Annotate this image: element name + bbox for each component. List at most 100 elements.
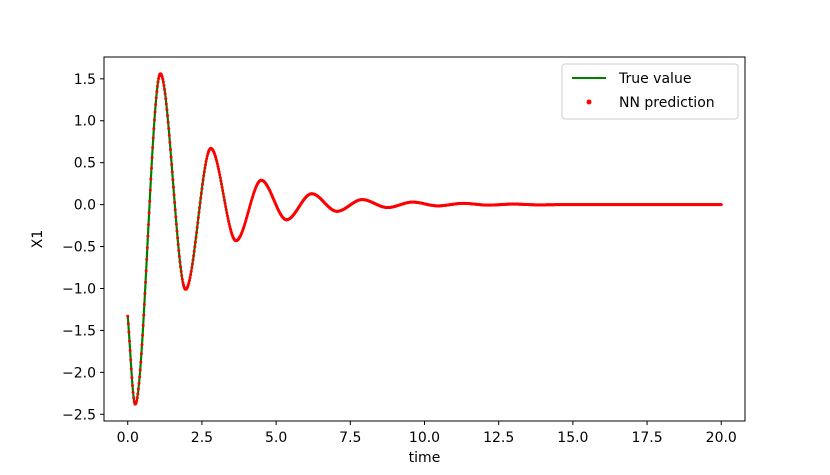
nn-prediction-point bbox=[228, 225, 232, 229]
nn-prediction-point bbox=[199, 191, 203, 195]
nn-prediction-point bbox=[198, 206, 202, 210]
x-tick-label: 0.0 bbox=[117, 430, 139, 446]
x-tick-label: 5.0 bbox=[265, 430, 287, 446]
nn-prediction-point bbox=[204, 160, 208, 164]
nn-prediction-point bbox=[127, 330, 131, 334]
nn-prediction-point bbox=[179, 265, 183, 269]
nn-prediction-point bbox=[201, 178, 205, 182]
y-axis-ticks: −2.5 −2.0 −1.5 −1.0 −0.5 0.0 0.5 1.0 1.5 bbox=[62, 72, 104, 423]
nn-prediction-point bbox=[187, 278, 191, 282]
nn-prediction-point bbox=[155, 90, 159, 94]
nn-prediction-point bbox=[156, 80, 160, 84]
nn-prediction-point bbox=[193, 240, 197, 244]
nn-prediction-point bbox=[177, 249, 181, 253]
nn-prediction-point bbox=[188, 276, 192, 280]
nn-prediction-point bbox=[151, 136, 155, 140]
nn-prediction-point bbox=[151, 146, 155, 150]
x-axis-title: time bbox=[409, 450, 441, 466]
legend-nn-prediction-swatch bbox=[586, 99, 592, 105]
nn-prediction-point bbox=[129, 358, 133, 362]
nn-prediction-point bbox=[181, 281, 185, 285]
nn-prediction-point bbox=[169, 155, 173, 159]
nn-prediction-point bbox=[141, 333, 145, 337]
nn-prediction-point bbox=[179, 270, 183, 274]
nn-prediction-point bbox=[202, 174, 206, 178]
nn-prediction-point bbox=[167, 133, 171, 137]
y-tick-label: 0.0 bbox=[74, 198, 96, 214]
nn-prediction-point bbox=[155, 84, 159, 88]
x-tick-label: 2.5 bbox=[191, 430, 213, 446]
nn-prediction-point bbox=[174, 222, 178, 226]
nn-prediction-point bbox=[189, 273, 193, 277]
nn-prediction-point bbox=[225, 214, 229, 218]
nn-prediction-point bbox=[190, 266, 194, 270]
nn-prediction-point bbox=[148, 199, 152, 203]
nn-prediction-point bbox=[224, 208, 228, 212]
nn-prediction-point bbox=[165, 108, 169, 112]
nn-prediction-point bbox=[157, 76, 161, 80]
nn-prediction-point bbox=[220, 185, 224, 189]
nn-prediction-point bbox=[128, 348, 132, 352]
nn-prediction-point bbox=[131, 390, 135, 394]
nn-prediction-point bbox=[217, 167, 221, 171]
nn-prediction-point bbox=[224, 205, 228, 209]
nn-prediction-point bbox=[144, 280, 148, 284]
nn-prediction-point bbox=[126, 322, 130, 326]
nn-prediction-point bbox=[217, 170, 221, 174]
nn-prediction-point bbox=[201, 182, 205, 186]
nn-prediction-point bbox=[221, 192, 225, 196]
nn-prediction-point bbox=[180, 277, 184, 281]
y-tick-label: −1.5 bbox=[62, 323, 96, 339]
nn-prediction-point bbox=[164, 97, 168, 101]
nn-prediction-point bbox=[152, 118, 156, 122]
nn-prediction-point bbox=[226, 217, 230, 221]
nn-prediction-point bbox=[214, 157, 218, 161]
nn-prediction-point bbox=[126, 314, 130, 318]
nn-prediction-point bbox=[147, 222, 151, 226]
nn-prediction-point bbox=[147, 211, 151, 215]
nn-prediction-point bbox=[144, 269, 148, 273]
nn-prediction-point bbox=[142, 313, 146, 317]
legend-nn-prediction-label: NN prediction bbox=[619, 95, 715, 111]
nn-prediction-point bbox=[222, 198, 226, 202]
nn-prediction-point bbox=[174, 215, 178, 219]
legend: True value NN prediction bbox=[561, 63, 739, 120]
nn-prediction-point bbox=[227, 222, 231, 226]
x-tick-label: 15.0 bbox=[557, 430, 588, 446]
y-tick-label: 1.0 bbox=[74, 114, 96, 130]
nn-prediction-point bbox=[150, 156, 154, 160]
nn-prediction-point bbox=[177, 254, 181, 258]
nn-prediction-point bbox=[145, 257, 149, 261]
nn-prediction-point bbox=[200, 187, 204, 191]
nn-prediction-point bbox=[167, 127, 171, 131]
nn-prediction-point bbox=[163, 87, 167, 91]
nn-prediction-point bbox=[176, 236, 180, 240]
nn-prediction-point bbox=[221, 188, 225, 192]
nn-prediction-point bbox=[170, 170, 174, 174]
nn-prediction-point bbox=[175, 229, 179, 233]
nn-prediction-point bbox=[160, 75, 164, 79]
nn-prediction-point bbox=[153, 110, 157, 114]
x-tick-label: 7.5 bbox=[339, 430, 361, 446]
y-tick-label: 0.5 bbox=[74, 156, 96, 172]
nn-prediction-point bbox=[146, 234, 150, 238]
nn-prediction-point bbox=[132, 396, 136, 400]
x-tick-label: 10.0 bbox=[409, 430, 440, 446]
nn-prediction-point bbox=[215, 159, 219, 163]
nn-prediction-point bbox=[149, 177, 153, 181]
nn-prediction-point bbox=[148, 188, 152, 192]
nn-prediction-point bbox=[171, 178, 175, 182]
nn-prediction-point bbox=[149, 166, 153, 170]
nn-prediction-point bbox=[191, 258, 195, 262]
nn-prediction-point bbox=[190, 262, 194, 266]
y-tick-label: −2.5 bbox=[62, 407, 96, 423]
x-axis-ticks: 0.0 2.5 5.0 7.5 10.0 12.5 15.0 17.5 20.0 bbox=[117, 421, 737, 446]
nn-prediction-point bbox=[222, 195, 226, 199]
legend-true-value-label: True value bbox=[618, 71, 691, 87]
nn-prediction-point bbox=[138, 375, 142, 379]
x-tick-label: 17.5 bbox=[631, 430, 662, 446]
nn-prediction-point bbox=[161, 77, 165, 81]
nn-prediction-point bbox=[152, 127, 156, 131]
nn-prediction-point bbox=[154, 102, 158, 106]
